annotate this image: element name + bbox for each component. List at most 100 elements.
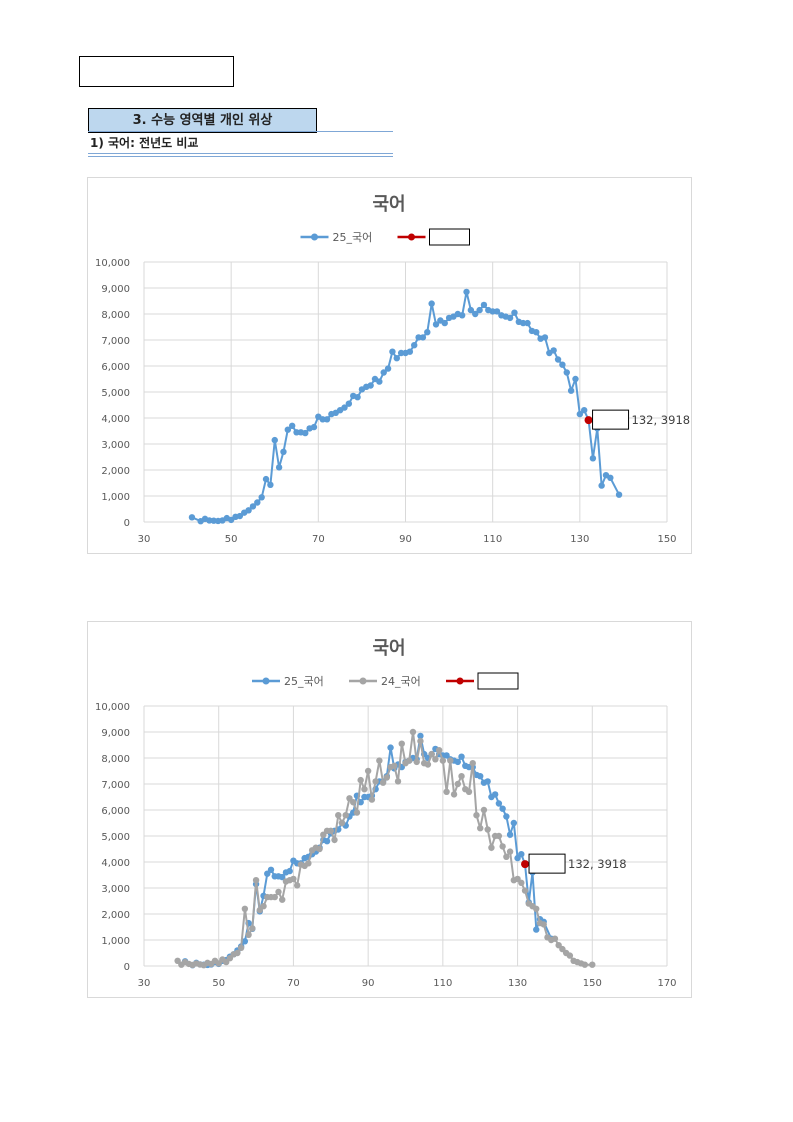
data-point	[290, 875, 297, 883]
data-point	[357, 776, 364, 784]
y-tick-label: 7,000	[101, 336, 130, 347]
data-point	[584, 416, 593, 425]
annotation-redacted-box	[528, 853, 566, 874]
data-point	[521, 860, 530, 869]
y-tick-label: 8,000	[101, 754, 130, 765]
data-point	[566, 952, 574, 959]
x-tick-label: 30	[138, 978, 151, 989]
y-tick-label: 4,000	[101, 414, 130, 425]
data-point	[581, 961, 589, 968]
data-point	[477, 773, 484, 780]
data-point	[495, 832, 503, 840]
chart-1: 국어 25_국어 0 1,000 2,000 3,000 4,000 5,000 6,000 7,…	[95, 194, 691, 545]
data-point	[342, 812, 349, 819]
data-point	[510, 819, 518, 827]
y-tick-label: 5,000	[101, 388, 130, 399]
legend-swatch-marker	[359, 677, 367, 685]
y-tick-label: 9,000	[101, 284, 130, 295]
data-point	[353, 809, 361, 816]
legend-swatch-marker	[408, 233, 415, 241]
data-point	[376, 378, 383, 385]
legend-swatch-marker	[262, 677, 270, 685]
data-point	[488, 844, 495, 851]
data-point	[511, 309, 518, 316]
legend-redacted-box	[477, 672, 519, 690]
legend-swatch-marker	[311, 233, 318, 241]
data-point	[450, 791, 458, 798]
data-point	[432, 756, 439, 763]
data-point	[424, 761, 432, 768]
chart-title: 국어	[372, 638, 405, 659]
data-point	[413, 758, 420, 766]
data-point	[499, 805, 506, 812]
x-tick-label: 90	[362, 978, 375, 989]
y-tick-label: 9,000	[101, 728, 130, 739]
data-point	[576, 410, 584, 418]
data-point	[237, 944, 245, 951]
data-point	[249, 503, 257, 510]
data-point	[389, 348, 396, 355]
data-point	[518, 851, 525, 858]
data-point	[477, 825, 484, 832]
data-point	[550, 347, 557, 354]
x-tick-label: 110	[433, 978, 452, 989]
data-point	[491, 791, 499, 798]
x-tick-label: 90	[399, 534, 412, 545]
data-point	[350, 799, 357, 806]
data-point	[367, 382, 374, 389]
chart-2: 국어 25_국어 24_국어 0 1,000 2,000 3,000 4,000 5,000 6,…	[95, 638, 677, 989]
x-tick-label: 70	[312, 534, 325, 545]
data-point	[345, 400, 353, 407]
legend-label: 25_국어	[333, 231, 373, 244]
data-point	[275, 464, 283, 471]
y-tick-label: 0	[124, 518, 130, 529]
y-tick-label: 4,000	[101, 858, 130, 869]
data-point	[533, 905, 540, 912]
data-point	[249, 925, 256, 932]
data-point	[454, 780, 461, 788]
data-point	[551, 935, 559, 942]
data-point	[286, 867, 293, 875]
data-point	[469, 760, 476, 767]
y-tick-label: 6,000	[101, 362, 130, 373]
legend-swatch-marker	[456, 677, 464, 685]
data-point	[572, 375, 579, 383]
data-point	[607, 474, 614, 481]
data-point	[302, 429, 309, 437]
data-point	[234, 949, 241, 957]
data-point	[383, 774, 391, 781]
data-point	[384, 365, 392, 372]
data-point	[262, 475, 270, 483]
data-point	[506, 848, 514, 855]
y-tick-label: 6,000	[101, 806, 130, 817]
data-point	[293, 882, 301, 889]
data-label: 132, 3918	[568, 857, 627, 871]
data-point	[361, 786, 368, 793]
data-point	[406, 348, 414, 355]
y-tick-label: 10,000	[95, 702, 130, 713]
y-tick-label: 1,000	[101, 936, 130, 947]
x-tick-label: 30	[138, 534, 151, 545]
data-point	[424, 329, 431, 336]
x-tick-label: 50	[212, 978, 225, 989]
data-label: 132, 3918	[632, 413, 691, 427]
data-point	[323, 416, 331, 423]
data-point	[465, 788, 473, 795]
data-point	[372, 778, 379, 785]
y-tick-label: 7,000	[101, 780, 130, 791]
legend-redacted-box	[429, 228, 470, 246]
data-point	[288, 422, 296, 429]
data-point	[267, 866, 275, 873]
data-point	[443, 788, 450, 795]
annotation-redacted-box	[592, 409, 630, 430]
data-point	[567, 387, 575, 394]
data-point	[454, 758, 461, 766]
data-point	[368, 796, 376, 803]
legend-label: 25_국어	[284, 675, 324, 688]
data-point	[387, 744, 394, 751]
chart-1-container: 국어 25_국어 0 1,000 2,000 3,000 4,000 5,000 6,000 7,…	[87, 177, 692, 554]
data-point	[419, 334, 427, 341]
data-point	[323, 838, 331, 845]
data-point	[524, 319, 531, 327]
data-point	[503, 813, 510, 820]
